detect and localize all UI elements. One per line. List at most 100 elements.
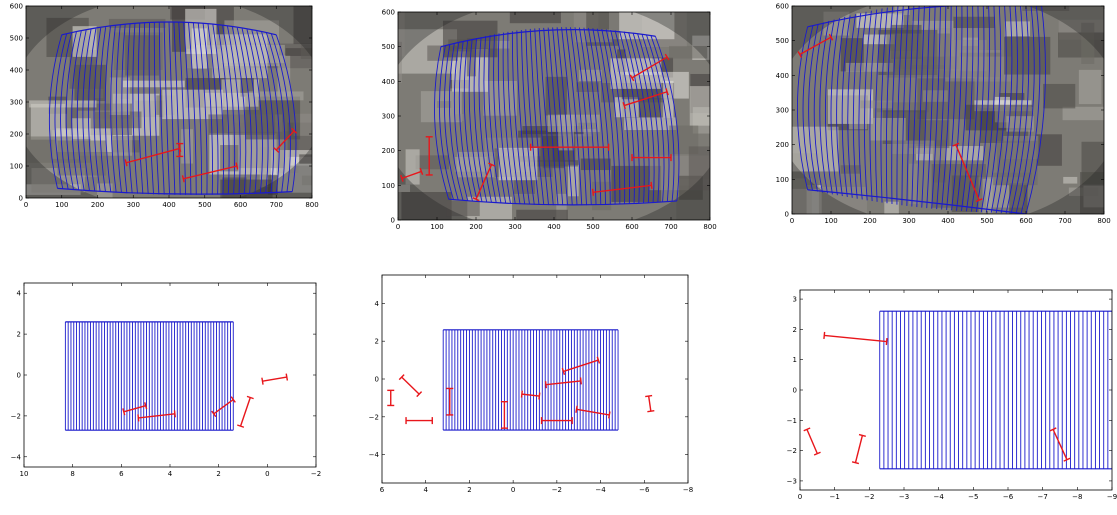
y-tick-label: 500: [776, 37, 789, 45]
grid-line: [443, 44, 459, 201]
grid-line: [863, 10, 872, 201]
grid-line: [632, 32, 655, 203]
segment-cap: [488, 162, 496, 167]
x-tick-label: 4: [168, 470, 173, 478]
grid-line: [646, 34, 670, 202]
segment-cap: [237, 424, 245, 428]
x-tick-label: 400: [941, 217, 954, 225]
photo-patch: [1043, 83, 1076, 109]
grid-line: [227, 26, 241, 195]
segment-line: [275, 130, 295, 151]
grid-line: [896, 6, 904, 205]
x-tick-label: 0: [24, 201, 28, 209]
segment-cap: [591, 188, 595, 196]
grid-bottom-border: [61, 21, 277, 36]
x-tick-label: 500: [198, 201, 211, 209]
grid-line: [619, 30, 640, 204]
photo-patch: [689, 86, 710, 126]
grid-line: [453, 42, 469, 201]
segment-line: [854, 435, 864, 463]
grid-line: [488, 35, 502, 204]
x-tick-label: 700: [664, 223, 677, 231]
segment-cap: [596, 356, 601, 364]
segment-cap: [645, 394, 653, 398]
photo-patch: [30, 103, 66, 140]
x-tick-label: −8: [1072, 493, 1082, 501]
grid-line: [261, 31, 280, 193]
grid-line: [824, 19, 835, 195]
overlay-grid: [797, 6, 1046, 214]
y-tick-label: −4: [11, 453, 22, 461]
y-tick-label: −4: [369, 451, 380, 459]
photo-patch: [94, 88, 104, 99]
x-tick-label: 400: [162, 201, 175, 209]
grid-line: [901, 6, 909, 206]
grid-line: [438, 45, 454, 200]
grid-line: [110, 25, 117, 193]
segment-cap: [647, 409, 655, 413]
y-tick-label: 4: [17, 290, 22, 298]
grid-line: [543, 27, 559, 206]
x-tick-label: −4: [934, 493, 945, 501]
grid-line: [76, 30, 87, 191]
grid-line: [654, 36, 680, 201]
segment-cap: [828, 33, 834, 41]
photo-patch: [669, 45, 708, 59]
y-tick-label: 100: [776, 176, 789, 184]
grid-line: [995, 6, 1013, 213]
grid-line: [197, 23, 208, 195]
grid-line: [911, 6, 920, 207]
grid-line: [1015, 6, 1035, 214]
photo-patch: [860, 100, 893, 109]
photo-patch: [466, 38, 477, 77]
grid-line: [178, 22, 187, 195]
segment-cap: [520, 390, 523, 398]
x-tick-label: 200: [863, 217, 876, 225]
grid-line: [941, 6, 952, 210]
grid-line: [478, 36, 492, 203]
panel-top-mid: 0 100 200 300 400 500 600 700 800 0 100 200 300 400 50…: [370, 0, 730, 240]
grid-line: [502, 32, 516, 204]
segments: [124, 127, 298, 183]
segment-line: [262, 376, 287, 382]
grid-line: [148, 22, 154, 195]
segment-cap: [797, 51, 803, 58]
segment-line: [955, 144, 980, 201]
y-tick-label: 0: [785, 211, 789, 219]
x-tick-label: 600: [234, 201, 247, 209]
grid-line: [71, 31, 82, 191]
grid-line: [448, 43, 464, 201]
segment-cap: [122, 408, 126, 416]
segment-cap: [952, 142, 960, 147]
grid-line: [1025, 6, 1046, 214]
photo-patch: [1081, 141, 1104, 185]
photo-patch: [181, 129, 194, 164]
x-tick-label: 300: [508, 223, 521, 231]
x-tick-label: −7: [1038, 493, 1048, 501]
panel-top-right: 0 100 200 300 400 500 600 700 800 0 100 200 300 400 50…: [760, 0, 1117, 230]
segment-cap: [803, 427, 811, 432]
segments: [122, 373, 289, 428]
grid-line: [841, 15, 851, 198]
x-tick-label: 0: [265, 470, 269, 478]
x-tick-label: 0: [511, 486, 515, 494]
photo-patch: [299, 154, 312, 164]
photo-patch: [1036, 134, 1062, 166]
photo-patch: [203, 92, 259, 107]
photo-patch: [884, 201, 899, 214]
segment-cap: [851, 461, 860, 465]
segment-cap: [472, 197, 480, 202]
x-tick-label: 600: [1019, 217, 1032, 225]
photo-patch: [94, 111, 142, 129]
grid-line: [434, 46, 450, 200]
segment-cap: [230, 396, 236, 403]
segment-line: [213, 398, 234, 415]
x-tick-label: 600: [625, 223, 638, 231]
x-tick-label: 8: [70, 470, 74, 478]
grid-line: [65, 31, 77, 190]
x-tick-label: 700: [270, 201, 283, 209]
x-tick-label: 0: [396, 223, 400, 231]
segment-cap: [575, 405, 578, 413]
overlay-grid: [434, 27, 680, 206]
photo-patch: [840, 165, 861, 174]
